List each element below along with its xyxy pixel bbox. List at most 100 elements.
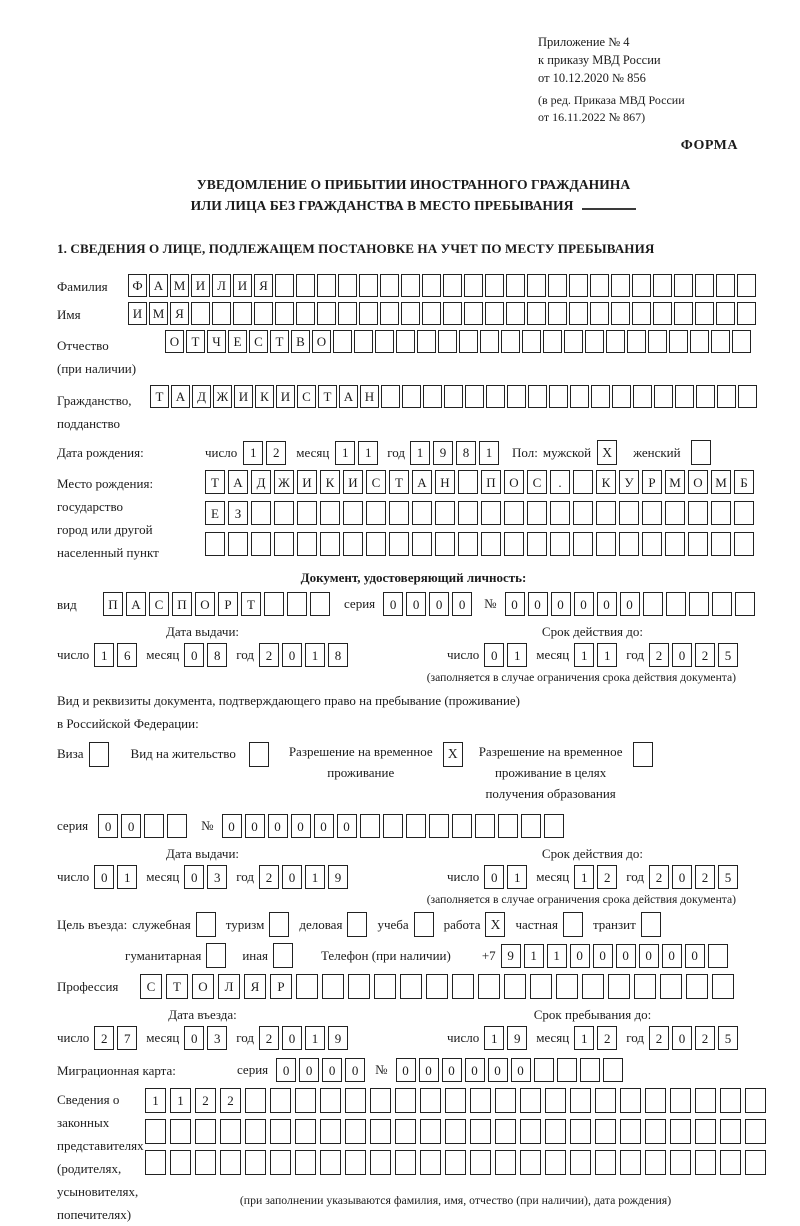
form-cell[interactable]: С: [297, 385, 316, 409]
form-cell[interactable]: [275, 302, 294, 326]
form-cell[interactable]: 0: [221, 814, 242, 839]
form-cell[interactable]: Т: [150, 385, 169, 409]
form-cell[interactable]: 0: [267, 814, 288, 839]
form-cell[interactable]: [474, 814, 495, 839]
form-cell[interactable]: Ф: [128, 274, 147, 298]
form-cell[interactable]: [275, 274, 294, 298]
form-cell[interactable]: [270, 1088, 291, 1114]
form-cell[interactable]: [251, 501, 271, 526]
form-cell[interactable]: Р: [642, 470, 662, 495]
form-cell[interactable]: [619, 501, 639, 526]
form-cell[interactable]: [495, 1088, 516, 1114]
form-cell[interactable]: [582, 974, 604, 1000]
form-cell[interactable]: [485, 274, 504, 298]
form-cell[interactable]: [370, 1088, 391, 1114]
form-cell[interactable]: И: [276, 385, 295, 409]
form-cell[interactable]: [435, 501, 455, 526]
form-cell[interactable]: [481, 501, 501, 526]
form-cell[interactable]: [295, 1088, 316, 1114]
form-cell[interactable]: [619, 532, 639, 557]
form-cell[interactable]: [444, 385, 463, 409]
form-cell[interactable]: [389, 532, 409, 557]
form-cell[interactable]: [375, 330, 394, 354]
form-cell[interactable]: 2: [695, 865, 715, 890]
form-cell[interactable]: [320, 1119, 341, 1145]
form-cell[interactable]: 9: [507, 1026, 528, 1051]
form-cell[interactable]: [145, 1119, 166, 1145]
form-cell[interactable]: 0: [504, 592, 525, 617]
checkbox-temp-residence-education[interactable]: [632, 741, 653, 767]
form-cell[interactable]: О: [195, 592, 215, 617]
form-cell[interactable]: О: [504, 470, 524, 495]
form-cell[interactable]: К: [320, 470, 340, 495]
form-cell[interactable]: [527, 274, 546, 298]
form-cell[interactable]: [695, 1119, 716, 1145]
form-cell[interactable]: 1: [523, 943, 544, 968]
form-cell[interactable]: [653, 302, 672, 326]
form-cell[interactable]: 1: [574, 1026, 595, 1051]
form-cell[interactable]: [695, 1088, 716, 1114]
checkbox-purpose-official[interactable]: [195, 912, 216, 938]
form-cell[interactable]: 0: [282, 1026, 303, 1051]
checkbox-purpose-tourism[interactable]: [269, 912, 290, 938]
form-cell[interactable]: [443, 274, 462, 298]
form-cell[interactable]: 0: [672, 865, 692, 890]
form-cell[interactable]: 0: [484, 643, 505, 668]
form-cell[interactable]: П: [481, 470, 501, 495]
form-cell[interactable]: 0: [290, 814, 311, 839]
form-cell[interactable]: [170, 1119, 191, 1145]
form-cell[interactable]: [370, 1119, 391, 1145]
form-cell[interactable]: 1: [597, 643, 618, 668]
form-cell[interactable]: [590, 302, 609, 326]
form-cell[interactable]: [642, 501, 662, 526]
form-cell[interactable]: [486, 385, 505, 409]
form-cell[interactable]: 0: [383, 592, 404, 617]
form-cell[interactable]: [720, 1088, 741, 1114]
form-cell[interactable]: [720, 1119, 741, 1145]
form-cell[interactable]: [653, 274, 672, 298]
form-cell[interactable]: [737, 302, 756, 326]
form-cell[interactable]: [711, 592, 732, 617]
form-cell[interactable]: [734, 501, 754, 526]
form-cell[interactable]: Т: [270, 330, 289, 354]
form-cell[interactable]: 0: [429, 592, 450, 617]
form-cell[interactable]: Е: [228, 330, 247, 354]
form-cell[interactable]: [465, 385, 484, 409]
form-cell[interactable]: [595, 1119, 616, 1145]
form-cell[interactable]: 1: [117, 865, 138, 890]
form-cell[interactable]: [480, 330, 499, 354]
form-cell[interactable]: 0: [452, 592, 473, 617]
form-cell[interactable]: К: [596, 470, 616, 495]
form-cell[interactable]: [585, 330, 604, 354]
form-cell[interactable]: [590, 274, 609, 298]
form-cell[interactable]: [443, 302, 462, 326]
form-cell[interactable]: [144, 814, 165, 839]
form-cell[interactable]: [648, 330, 667, 354]
form-cell[interactable]: [333, 330, 352, 354]
form-cell[interactable]: [570, 1119, 591, 1145]
form-cell[interactable]: [470, 1088, 491, 1114]
form-cell[interactable]: 2: [695, 643, 715, 668]
form-cell[interactable]: Р: [270, 974, 292, 1000]
form-cell[interactable]: И: [233, 274, 252, 298]
form-cell[interactable]: [665, 592, 686, 617]
form-cell[interactable]: 0: [418, 1058, 439, 1083]
form-cell[interactable]: [220, 1119, 241, 1145]
form-cell[interactable]: [569, 274, 588, 298]
form-cell[interactable]: [343, 501, 363, 526]
form-cell[interactable]: [533, 1058, 554, 1083]
form-cell[interactable]: [675, 385, 694, 409]
form-cell[interactable]: 0: [184, 643, 205, 668]
form-cell[interactable]: 1: [243, 440, 264, 465]
form-cell[interactable]: [464, 302, 483, 326]
form-cell[interactable]: [612, 385, 631, 409]
form-cell[interactable]: [322, 974, 344, 1000]
form-cell[interactable]: [396, 330, 415, 354]
form-cell[interactable]: [620, 1119, 641, 1145]
form-cell[interactable]: 2: [220, 1088, 241, 1114]
form-cell[interactable]: 0: [569, 943, 590, 968]
form-cell[interactable]: [548, 302, 567, 326]
form-cell[interactable]: 0: [672, 1026, 692, 1051]
form-cell[interactable]: 1: [335, 440, 356, 465]
form-cell[interactable]: [380, 302, 399, 326]
